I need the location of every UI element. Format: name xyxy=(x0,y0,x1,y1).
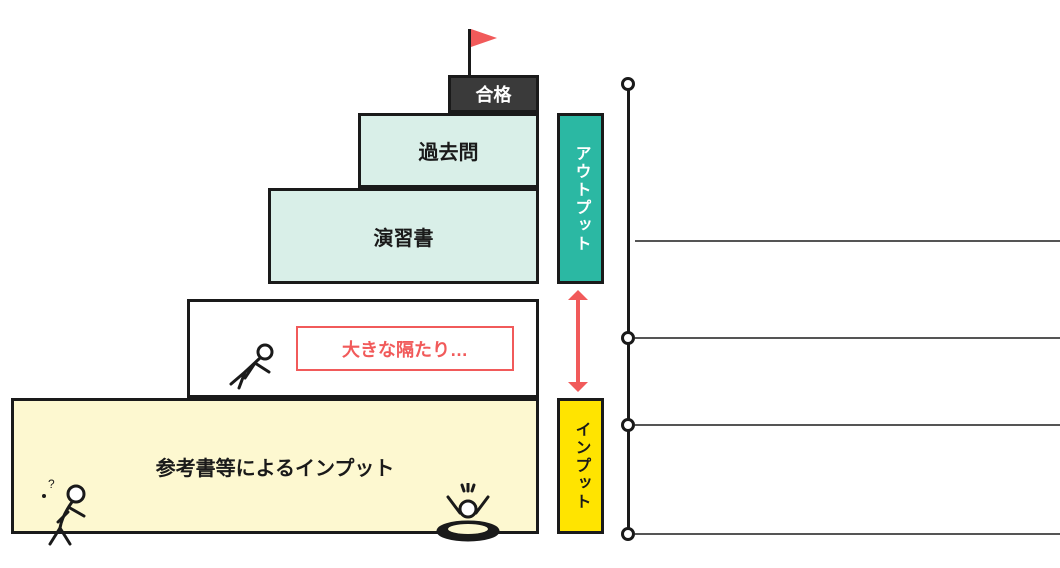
past-questions-label: 過去問 xyxy=(419,136,479,165)
input-label: インプット xyxy=(557,398,604,534)
connector-line xyxy=(635,337,1060,339)
output-label-text: アウトプット xyxy=(569,145,593,253)
confused-person-icon: ? xyxy=(40,478,104,550)
arrow-head-down-icon xyxy=(568,382,588,392)
output-label: アウトプット xyxy=(557,113,604,284)
diagram-canvas: 参考書等によるインプット 大きな隔たり… 演習書 過去問 合格 アウトプット イ… xyxy=(0,0,1060,568)
timeline-axis xyxy=(627,84,630,534)
exercise-block: 演習書 xyxy=(268,188,539,284)
svg-text:?: ? xyxy=(48,478,55,491)
pass-block: 合格 xyxy=(448,75,539,113)
timeline-dot xyxy=(621,418,635,432)
flag-icon xyxy=(471,29,497,47)
arrow-head-up-icon xyxy=(568,290,588,300)
exercise-label: 演習書 xyxy=(374,222,434,251)
timeline-dot xyxy=(621,527,635,541)
gap-arrow xyxy=(576,300,580,382)
past-questions-block: 過去問 xyxy=(358,113,539,188)
timeline-dot xyxy=(621,77,635,91)
input-block-label: 参考書等によるインプット xyxy=(156,452,395,481)
gap-label: 大きな隔たり… xyxy=(342,336,468,362)
gap-inner: 大きな隔たり… xyxy=(296,326,514,371)
sinking-person-icon xyxy=(432,483,504,543)
connector-line xyxy=(635,533,1060,535)
connector-line xyxy=(635,424,1060,426)
connector-line xyxy=(635,240,1060,242)
input-label-text: インプット xyxy=(569,421,593,511)
timeline-dot xyxy=(621,331,635,345)
climbing-person-icon xyxy=(225,338,281,394)
pass-label: 合格 xyxy=(476,81,512,107)
